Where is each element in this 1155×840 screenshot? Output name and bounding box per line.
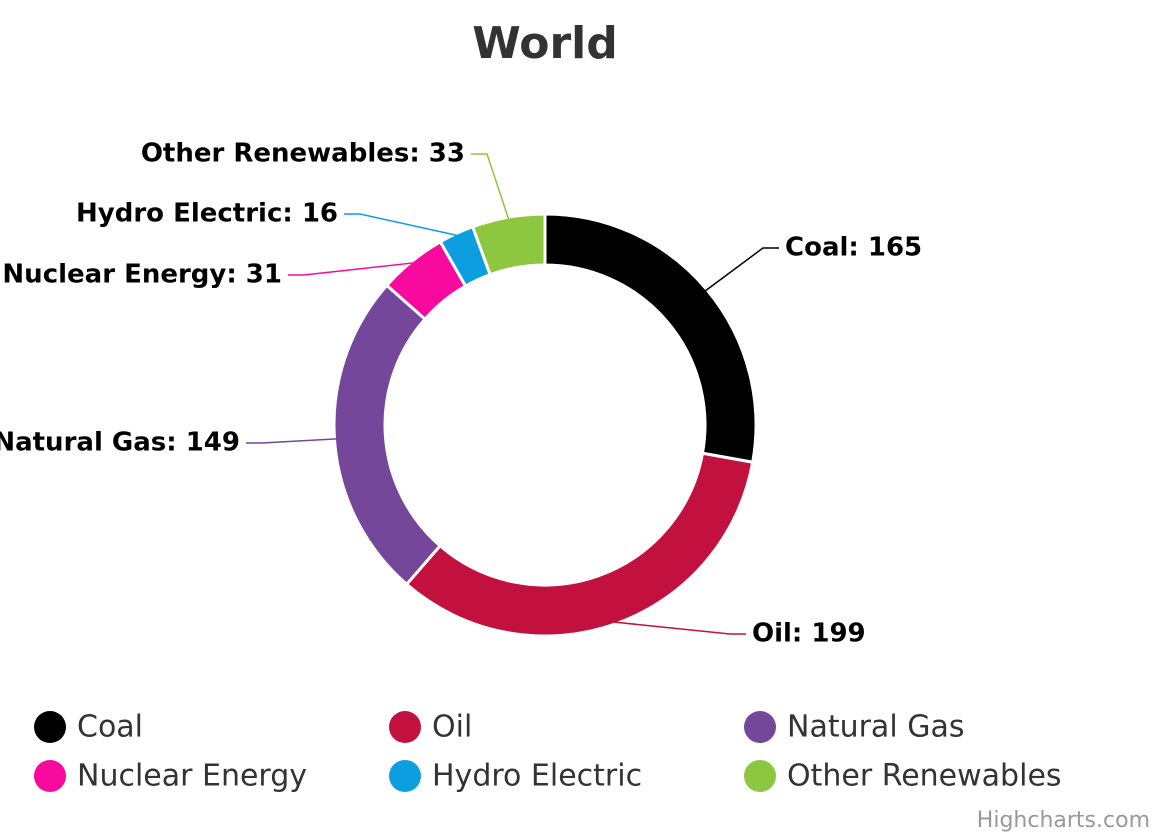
- legend-label: Nuclear Energy: [77, 759, 307, 794]
- label-connector: [704, 247, 779, 292]
- data-label: Hydro Electric: 16: [76, 199, 338, 229]
- data-label: Other Renewables: 33: [141, 139, 465, 169]
- data-label: Oil: 199: [752, 619, 866, 649]
- data-label: Nuclear Energy: 31: [2, 260, 282, 290]
- legend-marker: [744, 711, 776, 743]
- legend-label: Natural Gas: [787, 710, 964, 745]
- legend-marker: [744, 760, 776, 792]
- chart-title: World: [472, 18, 617, 69]
- legend-marker: [34, 760, 66, 792]
- legend-label: Other Renewables: [787, 759, 1062, 794]
- legend-marker: [34, 711, 66, 743]
- legend-label: Hydro Electric: [432, 759, 642, 794]
- label-connector: [246, 438, 337, 444]
- label-connector: [614, 621, 746, 635]
- legend-marker: [389, 760, 421, 792]
- label-connector: [471, 153, 510, 220]
- credits: Highcharts.com: [977, 808, 1150, 833]
- label-connector: [344, 213, 458, 237]
- legend-label: Oil: [432, 710, 472, 745]
- data-label: Natural Gas: 149: [0, 428, 240, 458]
- label-connector: [288, 262, 414, 276]
- data-label: Coal: 165: [785, 233, 922, 263]
- legend-marker: [389, 711, 421, 743]
- donut-slice: [471, 212, 547, 277]
- legend-label: Coal: [77, 710, 143, 745]
